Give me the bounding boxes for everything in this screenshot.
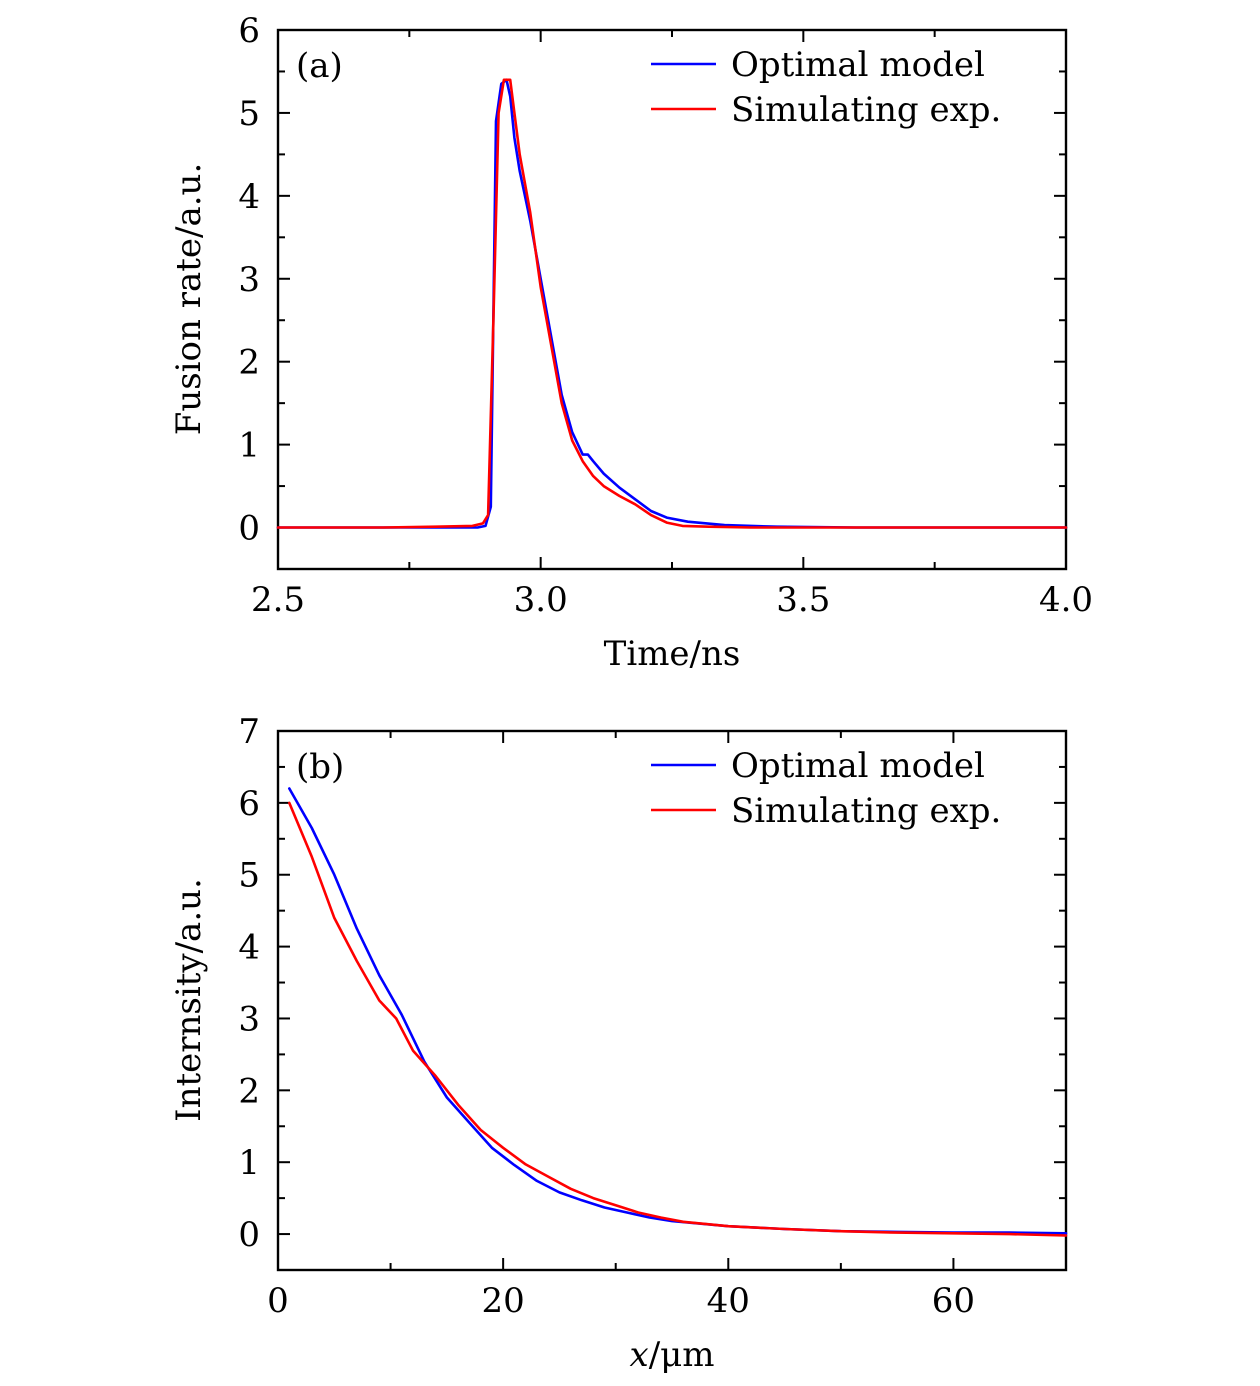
panel-b-simulating-exp-line xyxy=(287,801,1068,1237)
panel-a-series xyxy=(276,78,1068,529)
panel-b-legend-label-optimal: Optimal model xyxy=(731,746,985,786)
panel-b-x-axis-unit: /μm xyxy=(649,1335,715,1375)
panel-b-label: (b) xyxy=(296,747,344,787)
panel-b-plot-frame xyxy=(276,729,1068,1272)
panel-b-x-axis-var: x xyxy=(630,1335,649,1375)
panel-b-x-tick-label: 20 xyxy=(482,1281,525,1321)
panel-b-y-tick-label: 7 xyxy=(238,712,260,752)
panel-b-x-axis-title: x/μm xyxy=(630,1335,715,1375)
panel-b-x-tick-label: 60 xyxy=(932,1281,975,1321)
panel-a-fusion-rate-chart: 2.5 3.0 3.5 4.0 0 1 2 3 4 5 6 (a) Optimal model Si… xyxy=(169,11,1093,674)
panel-a-x-tick-label: 3.0 xyxy=(514,580,568,620)
panel-a-y-tick-label: 5 xyxy=(238,94,260,134)
panel-a-tick-labels: 2.5 3.0 3.5 4.0 0 1 2 3 4 5 6 xyxy=(238,11,1093,620)
panel-a-y-tick-label: 3 xyxy=(238,260,260,300)
panel-a-x-tick-label: 2.5 xyxy=(251,580,305,620)
panel-a-y-tick-label: 4 xyxy=(238,177,260,217)
panel-a-optimal-model-line xyxy=(276,78,1068,529)
panel-b-y-tick-label: 6 xyxy=(238,784,260,824)
panel-b-y-tick-label: 3 xyxy=(238,999,260,1039)
panel-b-ticks xyxy=(277,730,1067,1270)
panel-a-ticks xyxy=(277,29,1067,569)
panel-b-optimal-model-line xyxy=(287,787,1068,1235)
panel-b-y-tick-label: 5 xyxy=(238,856,260,896)
panel-b-intensity-chart: 0 20 40 60 0 1 2 3 4 5 6 7 (b) Optimal model Simula… xyxy=(169,712,1068,1375)
panel-a-y-tick-label: 0 xyxy=(238,509,260,549)
panel-b-legend: Optimal model Simulating exp. xyxy=(651,746,1001,831)
panel-a-y-axis-title: Fusion rate/a.u. xyxy=(169,163,209,436)
panel-a-y-tick-label: 6 xyxy=(238,11,260,51)
panel-a-y-tick-label: 2 xyxy=(238,343,260,383)
panel-a-legend: Optimal model Simulating exp. xyxy=(651,45,1001,130)
panel-b-y-tick-label: 2 xyxy=(238,1071,260,1111)
panel-b-x-tick-label: 0 xyxy=(267,1281,289,1321)
panel-b-legend-label-sim: Simulating exp. xyxy=(731,791,1001,831)
panel-a-x-tick-label: 4.0 xyxy=(1039,580,1093,620)
panel-b-tick-labels: 0 20 40 60 0 1 2 3 4 5 6 7 xyxy=(238,712,975,1321)
panel-b-y-tick-label: 1 xyxy=(238,1143,260,1183)
panel-a-legend-label-optimal: Optimal model xyxy=(731,45,985,85)
panel-a-legend-label-sim: Simulating exp. xyxy=(731,90,1001,130)
panel-a-label: (a) xyxy=(296,46,343,86)
panel-b-y-axis-title: Internsity/a.u. xyxy=(169,878,209,1122)
panel-a-x-axis-title: Time/ns xyxy=(604,634,741,674)
panel-b-x-tick-label: 40 xyxy=(707,1281,750,1321)
panel-b-series xyxy=(287,787,1068,1237)
panel-b-y-tick-label: 4 xyxy=(238,928,260,968)
panel-a-x-tick-label: 3.5 xyxy=(776,580,830,620)
panel-b-y-tick-label: 0 xyxy=(238,1215,260,1255)
panel-a-simulating-exp-line xyxy=(276,78,1068,529)
panel-a-y-tick-label: 1 xyxy=(238,426,260,466)
